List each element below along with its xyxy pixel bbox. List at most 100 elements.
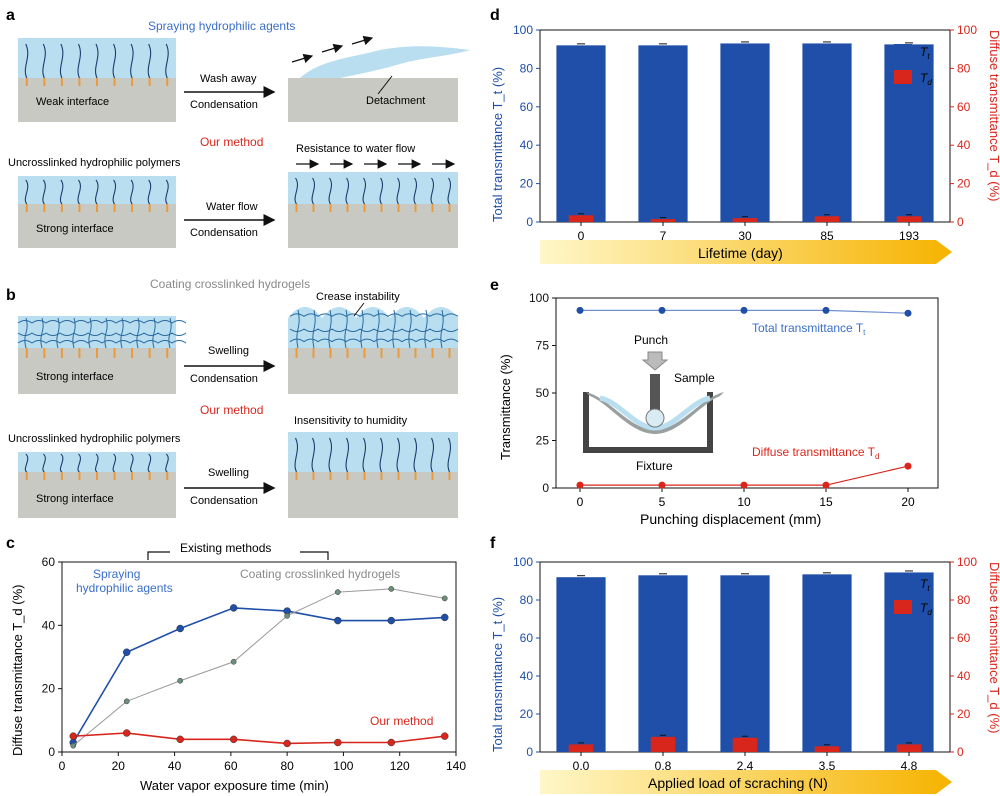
td-bar	[568, 215, 594, 222]
c-data-point	[284, 612, 290, 619]
polymer-chain	[413, 437, 418, 473]
x-tick-label: 0.0	[573, 759, 590, 773]
network-strand	[392, 309, 396, 349]
tt-bar	[638, 45, 688, 222]
x-tick-label: 5	[659, 495, 666, 509]
network-strand	[72, 317, 76, 349]
polymer-chain	[59, 453, 64, 473]
c-existing-methods: Existing methods	[180, 541, 271, 555]
f-legend-td-swatch	[894, 600, 912, 614]
network-strand	[344, 309, 348, 349]
a-spraying-title: Spraying hydrophilic agents	[148, 19, 295, 33]
polymer-chain	[112, 453, 117, 473]
polymer-chain	[396, 437, 401, 473]
c-label-spraying-2: hydrophilic agents	[76, 581, 173, 595]
c-data-point	[334, 616, 342, 625]
x-tick-label: 80	[280, 759, 294, 773]
a-uncrosslinked: Uncrosslinked hydrophilic polymers	[8, 157, 181, 169]
x-tick-label: 100	[333, 759, 353, 773]
punch-schematic: Punch Sample Fixture	[583, 333, 724, 473]
panel-label-b: b	[6, 287, 16, 304]
anchors	[295, 348, 451, 358]
network-strand	[289, 313, 459, 317]
polymer-chain	[165, 453, 169, 473]
e-data-point	[822, 481, 830, 489]
x-tick-label: 4.8	[901, 759, 918, 773]
polymer-chain	[447, 437, 452, 473]
e-data-point	[822, 306, 830, 314]
f-xaxis-arrow	[540, 770, 952, 794]
b-condensation-2: Condensation	[190, 495, 258, 507]
network-strand	[289, 328, 459, 332]
punch-arrow	[641, 351, 669, 371]
y-tick-label: 0	[526, 745, 533, 759]
e-punch-label: Punch	[634, 333, 668, 347]
y-tick-label: 20	[520, 177, 534, 191]
c-label-coating: Coating crosslinked hydrogels	[240, 567, 400, 581]
flow-arrow	[351, 35, 374, 46]
c-data-point	[69, 732, 78, 740]
d-legend-tt: Tt	[920, 45, 930, 61]
polymer-chain	[379, 437, 384, 473]
b-crease-pointer	[353, 302, 365, 317]
b-our-method: Our method	[200, 403, 263, 417]
e-ylabel: Transmittance (%)	[498, 354, 513, 460]
x-tick-label: 0	[578, 229, 585, 243]
fixture-frame	[583, 392, 713, 453]
c-bracket	[147, 551, 329, 560]
y-tick-label: 100	[529, 291, 549, 305]
a-detach-pointer	[377, 75, 393, 95]
c-data-point	[122, 648, 131, 656]
network-strand	[120, 317, 124, 349]
polymer-chain	[447, 177, 452, 205]
d-xlabel: Lifetime (day)	[698, 245, 783, 261]
a-condensation-1: Condensation	[190, 99, 258, 111]
tt-bar	[556, 45, 606, 222]
network-strand	[360, 309, 364, 349]
polymer-chain	[42, 453, 46, 473]
tt-bar	[556, 577, 606, 752]
network-strand	[376, 309, 380, 349]
c-data-point	[176, 735, 184, 744]
a-our-method: Our method	[200, 135, 263, 149]
y-tick-label: 40	[957, 669, 971, 683]
network-strand	[17, 332, 187, 336]
e-data-point	[904, 309, 912, 317]
x-tick-label: 20	[901, 495, 915, 509]
y-tick-label: 20	[42, 682, 56, 696]
x-tick-label: 15	[819, 495, 833, 509]
y-tick-label: 50	[536, 386, 550, 400]
b-coating-title: Coating crosslinked hydrogels	[150, 277, 310, 291]
polymer-chain	[165, 179, 169, 205]
polymer-chain	[345, 437, 350, 473]
b-bottom-right-substrate	[288, 472, 458, 518]
c-data-point	[229, 735, 238, 744]
f-legend: Tt Td	[894, 576, 932, 617]
e-tt-label: Total transmittance Tt	[752, 321, 866, 337]
x-tick-label: 140	[446, 759, 466, 773]
e-data-point	[576, 481, 584, 489]
polymer-chain	[147, 43, 152, 79]
network-strand	[424, 309, 428, 349]
x-tick-label: 3.5	[819, 759, 836, 773]
tt-bar	[638, 575, 688, 752]
a-detached-layer	[300, 46, 470, 78]
y-tick-label: 100	[957, 555, 977, 569]
flow-arrow	[321, 43, 344, 54]
polymer-chain	[328, 437, 333, 473]
y-tick-label: 0	[48, 745, 55, 759]
c-ylabel: Diffuse transmittance T_d (%)	[10, 585, 25, 756]
chart-f: 0 20 40 60 80 100 0 20 40 60 80 100 0.0 0.8 2.4 3.5 4.8…	[490, 555, 1000, 794]
a-strong-interface: Strong interface	[36, 223, 114, 235]
polymer-chain	[311, 177, 316, 205]
x-tick-label: 40	[168, 759, 182, 773]
c-data-point	[388, 586, 395, 592]
polymer-chain	[413, 177, 418, 205]
y-tick-label: 0	[957, 215, 964, 229]
y-tick-label: 80	[957, 593, 971, 607]
c-data-point	[387, 738, 396, 747]
e-td-label: Diffuse transmittance Td	[752, 445, 879, 461]
e-data-point	[658, 481, 666, 489]
